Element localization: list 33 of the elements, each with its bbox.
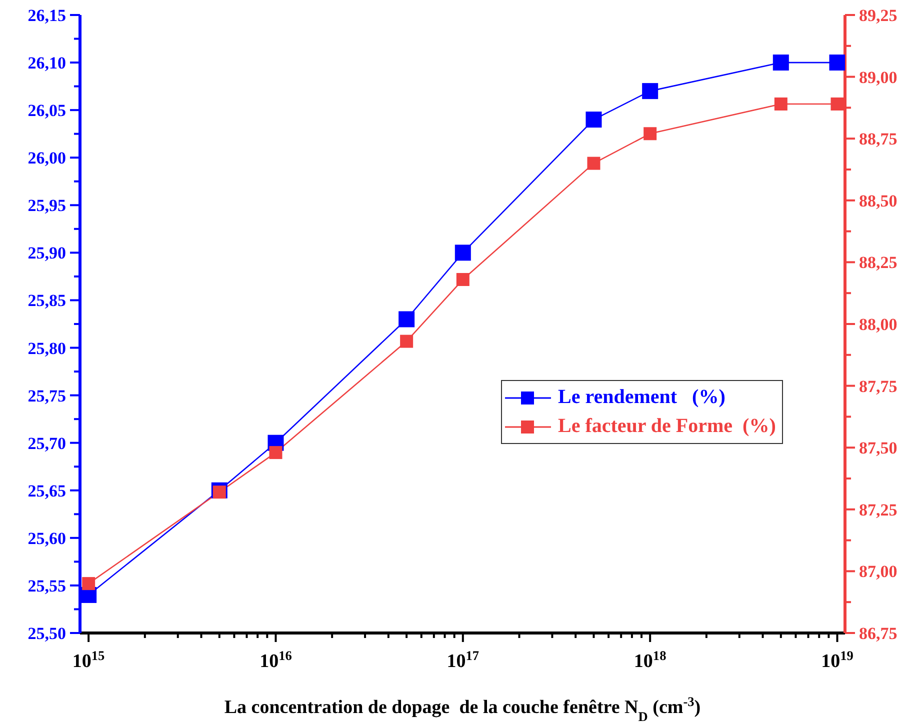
y-tick-label: 25,70 [28,434,66,453]
y2-tick-label: 88,25 [859,253,898,272]
y-tick-label: 25,90 [28,244,66,263]
y-tick-label: 25,65 [28,481,66,500]
y2-tick-label: 88,00 [859,315,898,334]
y-tick-label: 25,75 [28,386,66,406]
x-tick-label: 10$^{18}$ [634,648,667,672]
y-tick-label: 25,55 [28,576,66,596]
y2-tick-label: 88,75 [859,130,898,149]
x-tick-label: 10$^{15}$ [72,648,106,672]
y-tick-label: 26,15 [28,6,66,25]
y-tick-label: 25,80 [28,338,66,358]
y2-tick-label: 87,75 [859,376,898,396]
x-tick-label: 10$^{17}$ [446,648,480,672]
x-tick-label: 10$^{16}$ [260,648,292,672]
y2-tick-label: 86,75 [859,624,898,643]
y-tick-label: 25,50 [28,624,66,643]
y-tick-label: 26,10 [28,54,66,73]
y2-tick-label: 87,00 [859,562,898,582]
y-tick-label: 26,05 [28,101,66,120]
legend-label: Le facteur de Forme (%) [558,415,776,438]
y2-tick-label: 87,25 [859,500,898,520]
y2-tick-label: 89,00 [859,68,898,87]
y-tick-label: 25,85 [28,291,66,310]
y2-tick-label: 88,50 [859,191,898,210]
x-axis-title: La concentration de dopage de la couche fenêtre N$_{D}$ (cm$^{-3}$) [224,694,701,724]
y2-tick-label: 87,50 [859,438,898,458]
y-tick-label: 26,00 [28,148,66,168]
y-tick-label: 25,60 [28,528,66,548]
x-tick-label: 10$^{19}$ [821,648,854,672]
y2-tick-label: 89,25 [859,6,898,25]
y-tick-label: 25,95 [28,196,66,216]
legend-label: Le rendement (%) [558,386,726,409]
